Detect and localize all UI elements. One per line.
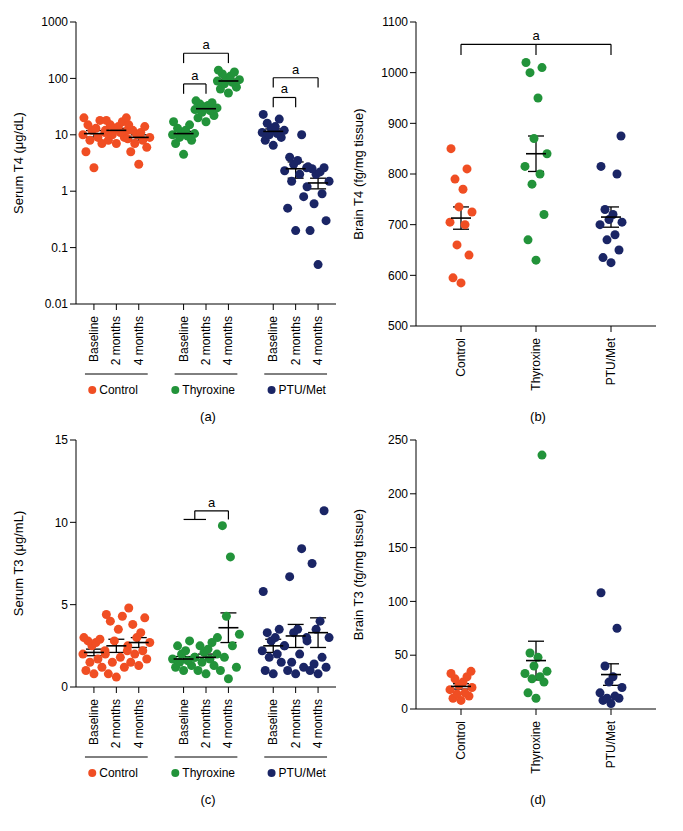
svg-text:10: 10: [55, 128, 69, 142]
svg-text:Control: Control: [454, 721, 468, 760]
svg-text:Baseline: Baseline: [177, 699, 191, 745]
svg-text:a: a: [202, 37, 210, 52]
svg-text:1100: 1100: [382, 15, 408, 29]
html-text:(c): (c): [200, 792, 216, 807]
svg-text:100: 100: [388, 595, 408, 609]
svg-text:Control: Control: [454, 338, 468, 377]
svg-text:PTU/Met: PTU/Met: [279, 766, 327, 780]
svg-text:2 months: 2 months: [289, 316, 303, 365]
svg-text:Serum T4 (μg/dL): Serum T4 (μg/dL): [11, 112, 26, 214]
svg-text:15: 15: [55, 433, 69, 447]
svg-text:0.01: 0.01: [45, 297, 69, 311]
svg-text:Baseline: Baseline: [87, 316, 101, 362]
svg-text:200: 200: [388, 487, 408, 501]
svg-text:700: 700: [388, 218, 408, 232]
svg-text:900: 900: [388, 117, 408, 131]
svg-text:50: 50: [395, 648, 409, 662]
svg-text:800: 800: [388, 167, 408, 181]
svg-text:a: a: [191, 68, 199, 83]
svg-text:a: a: [532, 28, 540, 43]
svg-text:Serum T3 (μg/mL): Serum T3 (μg/mL): [11, 511, 26, 617]
svg-text:4 months: 4 months: [311, 316, 325, 365]
html-text:(d): (d): [530, 792, 546, 807]
html-text:(a): (a): [200, 409, 216, 424]
svg-text:Thyroxine: Thyroxine: [182, 383, 235, 397]
svg-text:Baseline: Baseline: [266, 699, 280, 745]
svg-text:4 months: 4 months: [132, 316, 146, 365]
svg-text:2 months: 2 months: [109, 316, 123, 365]
svg-text:5: 5: [61, 598, 68, 612]
svg-text:1000: 1000: [381, 66, 408, 80]
svg-text:2 months: 2 months: [199, 699, 213, 748]
svg-text:4 months: 4 months: [221, 316, 235, 365]
svg-text:Brain T4 (fg/mg tissue): Brain T4 (fg/mg tissue): [351, 108, 366, 239]
svg-text:2 months: 2 months: [109, 699, 123, 748]
svg-text:10: 10: [55, 516, 69, 530]
svg-text:Thyroxine: Thyroxine: [529, 721, 543, 774]
svg-text:4 months: 4 months: [132, 699, 146, 748]
svg-text:500: 500: [388, 319, 408, 333]
svg-text:2 months: 2 months: [199, 316, 213, 365]
svg-text:1: 1: [61, 184, 68, 198]
svg-text:Baseline: Baseline: [177, 316, 191, 362]
html-text:(b): (b): [530, 409, 546, 424]
svg-text:Thyroxine: Thyroxine: [529, 338, 543, 391]
svg-text:4 months: 4 months: [311, 699, 325, 748]
svg-text:150: 150: [388, 541, 408, 555]
svg-text:Baseline: Baseline: [266, 316, 280, 362]
svg-text:PTU/Met: PTU/Met: [604, 337, 618, 385]
svg-text:PTU/Met: PTU/Met: [604, 720, 618, 768]
svg-text:Thyroxine: Thyroxine: [182, 766, 235, 780]
svg-text:0: 0: [61, 680, 68, 694]
svg-text:Brain T3 (fg/mg tissue): Brain T3 (fg/mg tissue): [351, 509, 366, 640]
svg-text:Control: Control: [99, 383, 138, 397]
svg-text:1000: 1000: [41, 15, 68, 29]
svg-text:PTU/Met: PTU/Met: [279, 383, 327, 397]
svg-text:2 months: 2 months: [289, 699, 303, 748]
svg-text:4 months: 4 months: [221, 699, 235, 748]
svg-text:0: 0: [401, 702, 408, 716]
svg-text:0.1: 0.1: [51, 241, 68, 255]
svg-text:100: 100: [48, 72, 68, 86]
svg-text:a: a: [292, 62, 300, 77]
svg-text:a: a: [208, 495, 216, 510]
svg-text:Control: Control: [99, 766, 138, 780]
svg-text:600: 600: [388, 269, 408, 283]
svg-text:a: a: [281, 81, 289, 96]
svg-text:Baseline: Baseline: [87, 699, 101, 745]
svg-text:250: 250: [388, 433, 408, 447]
